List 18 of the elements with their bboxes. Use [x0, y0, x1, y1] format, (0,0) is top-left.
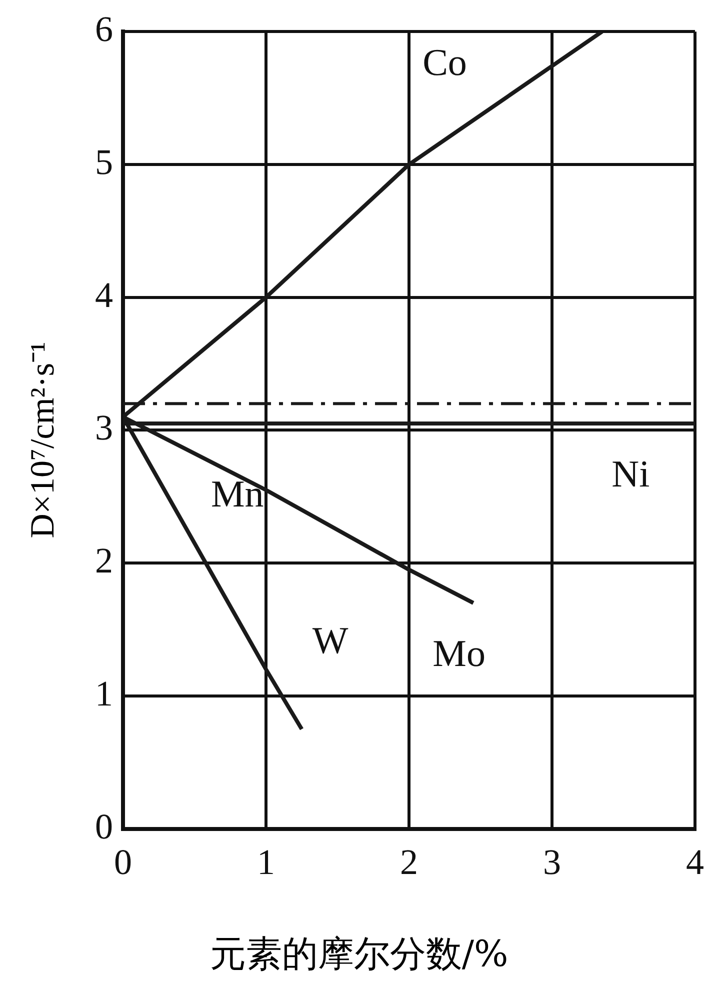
x-axis-title: 元素的摩尔分数/%	[208, 933, 510, 977]
series-label: Ni	[612, 454, 650, 496]
x-tick-label: 4	[686, 842, 704, 882]
series-label: Co	[422, 42, 467, 84]
x-tick-label: 3	[543, 842, 561, 882]
y-tick-label: 0	[95, 806, 113, 846]
y-tick-label: 2	[95, 540, 113, 581]
y-tick-label: 3	[95, 408, 113, 448]
series-label: Mo	[432, 633, 486, 676]
x-tick-label: 2	[400, 842, 418, 882]
x-tick-label: 1	[257, 842, 275, 882]
series-label: W	[312, 620, 348, 662]
y-axis-title: D×10⁷/cm²·s⁻¹	[23, 342, 62, 538]
y-tick-label: 6	[95, 9, 113, 50]
annotation: Mn	[211, 474, 264, 516]
y-tick-label: 5	[95, 142, 113, 182]
y-tick-label: 4	[95, 274, 113, 315]
y-tick-label: 1	[95, 673, 113, 714]
